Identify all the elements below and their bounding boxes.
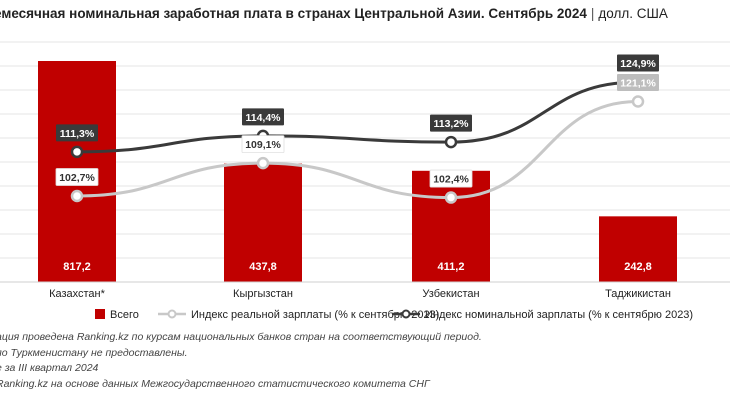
- bar-value-label: 411,2: [438, 261, 465, 273]
- category-label: Казахстан*: [49, 288, 106, 300]
- real-index-line: [76, 100, 639, 200]
- real-index-tag-box: [429, 169, 473, 188]
- chart-title-main: емесячная номинальная заработная плата в…: [0, 6, 587, 21]
- real-index-tag-box: [55, 168, 99, 186]
- real-index-point: [444, 191, 458, 204]
- real-index-tag-label: 121,1%: [620, 78, 656, 90]
- legend-bar-swatch: [95, 309, 105, 319]
- category-label: Узбекистан: [422, 288, 479, 300]
- real-index-point: [631, 95, 645, 108]
- nominal-index-tag-label: 113,2%: [433, 118, 469, 130]
- legend-nominal-marker: [401, 309, 411, 319]
- legend-nominal-label: Индекс номинальной зарплаты (% к сентябр…: [425, 309, 693, 321]
- data-tags: 111,3% 114,4% 113,2% 124,9% 102,7% 109,1% 102,…: [55, 54, 659, 188]
- chart-unit: долл. США: [598, 6, 668, 21]
- legend: Всего Индекс реальной зарплаты (% к сентя…: [95, 309, 693, 321]
- real-index-point: [70, 189, 84, 203]
- legend-bar-label: Всего: [110, 309, 139, 321]
- real-index-tag-box: [241, 135, 285, 154]
- nominal-index-line: [76, 80, 639, 154]
- nominal-index-point: [444, 135, 458, 149]
- nominal-index-tag-box: [430, 114, 472, 132]
- real-index-tag-box: [617, 74, 659, 92]
- bar: [599, 216, 677, 282]
- bar-value-label: 242,8: [624, 261, 652, 273]
- nominal-index-tag-label: 124,9%: [620, 58, 656, 70]
- real-index-tag-label: 102,4%: [433, 174, 469, 186]
- bar-value-label: 817,2: [63, 261, 91, 273]
- nominal-index-tag-box: [242, 108, 284, 126]
- bar: [224, 163, 302, 282]
- footnotes: ация проведена Ranking.kz по курсам наци…: [0, 330, 482, 392]
- chart-title: емесячная номинальная заработная плата в…: [0, 6, 668, 21]
- nominal-index-tag-label: 111,3%: [60, 128, 95, 140]
- legend-real-marker: [167, 309, 177, 319]
- nominal-index-point: [70, 145, 84, 159]
- nominal-index-tag-label: 114,4%: [245, 112, 281, 124]
- index-lines: [70, 75, 645, 204]
- bar-value-label: 437,8: [249, 261, 277, 273]
- category-label: Кыргызстан: [233, 288, 293, 300]
- footnote-4: Ranking.kz на основе данных Межгосударст…: [0, 377, 430, 390]
- footnote-3: е за III квартал 2024: [0, 362, 99, 374]
- footnote-2: по Туркменистану не предоставлены.: [0, 346, 188, 359]
- real-index-tag-label: 102,7%: [59, 172, 95, 184]
- footnote-1: ация проведена Ranking.kz по курсам наци…: [0, 331, 482, 343]
- real-index-tag-label: 109,1%: [245, 139, 281, 151]
- bars: 817,2 437,8 411,2 242,8: [38, 61, 677, 282]
- bar: [412, 170, 490, 282]
- real-index-point: [256, 156, 270, 170]
- legend-real-label: Индекс реальной зарплаты (% к сентябрю 2…: [191, 309, 439, 321]
- title-separator: |: [590, 6, 595, 21]
- nominal-index-tag-box: [617, 54, 659, 72]
- category-labels: Казахстан* Кыргызстан Узбекистан Таджикиста…: [49, 288, 671, 300]
- category-label: Таджикистан: [605, 288, 671, 300]
- chart-area: 817,2 437,8 411,2 242,8 111,3%114,4%113,2%1…: [0, 41, 730, 321]
- nominal-index-tag-box: [56, 124, 98, 142]
